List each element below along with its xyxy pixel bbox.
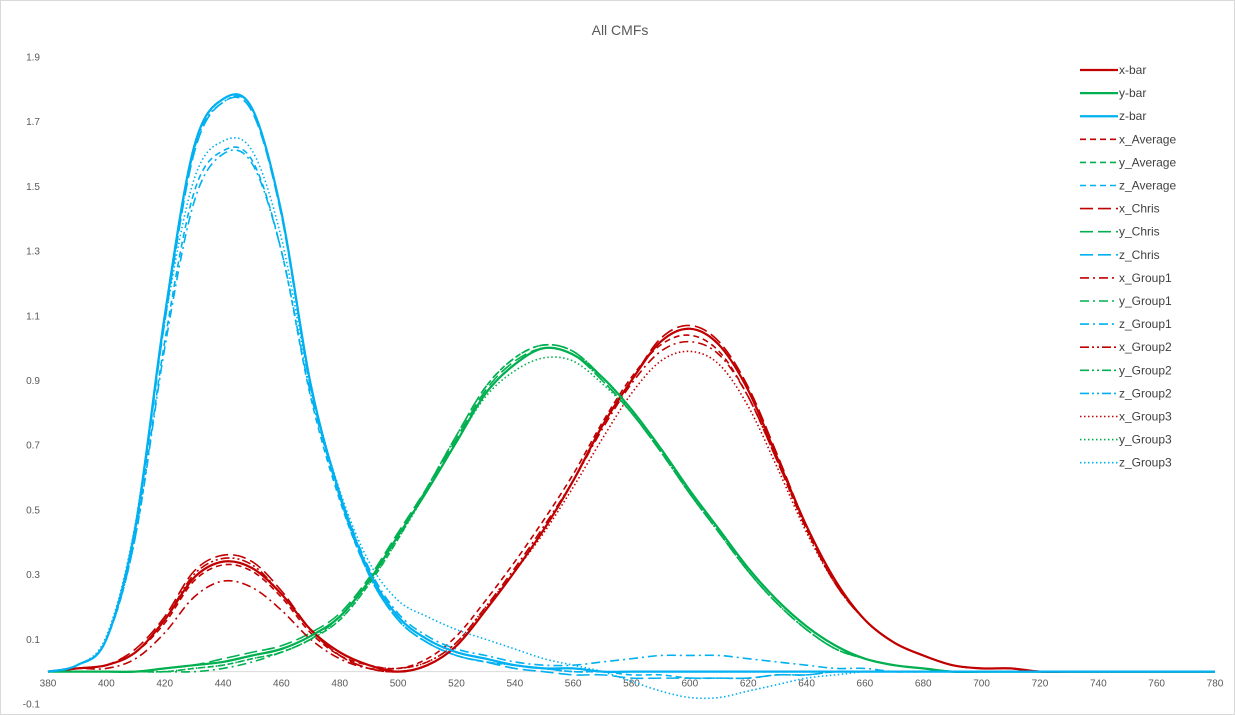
x-tick-label: 660 <box>857 679 874 690</box>
x-axis-ticks: 380 400 420 440 460 480 500 520 540 560 580 600 620 6… <box>40 679 1224 690</box>
x-tick-label: 540 <box>506 679 523 690</box>
x-tick-label: 460 <box>273 679 290 690</box>
x-tick-label: 640 <box>798 679 815 690</box>
x-tick-label: 480 <box>331 679 348 690</box>
series-line-x-average <box>47 334 1215 673</box>
legend-label: z_Average <box>1119 179 1176 193</box>
x-tick-label: 520 <box>448 679 465 690</box>
series-line-y-group2 <box>47 346 1215 673</box>
y-tick-label: 1.3 <box>26 247 40 258</box>
x-tick-label: 400 <box>98 679 115 690</box>
x-tick-label: 620 <box>740 679 757 690</box>
x-tick-label: 720 <box>1032 679 1049 690</box>
y-tick-label: 0.9 <box>26 376 40 387</box>
y-tick-label: 1.7 <box>26 117 40 128</box>
series-line-y-bar <box>47 346 1215 674</box>
legend-label: x_Group2 <box>1119 340 1172 354</box>
legend-label: y_Group2 <box>1119 363 1172 377</box>
y-tick-label: 0.1 <box>26 635 40 646</box>
chart-title: All CMFs <box>592 22 649 38</box>
y-tick-label: 0.7 <box>26 441 40 452</box>
legend-label: y_Group1 <box>1119 294 1172 308</box>
y-tick-label: 1.1 <box>26 311 40 322</box>
series-line-x-group3 <box>47 350 1215 673</box>
x-tick-label: 740 <box>1090 679 1107 690</box>
series-line-z-group3 <box>47 136 1215 700</box>
series-layer <box>47 93 1215 700</box>
series-line-y-average <box>47 343 1215 673</box>
legend-label: z_Group1 <box>1119 317 1172 331</box>
series-line-y-chris <box>47 347 1215 673</box>
legend-label: y-bar <box>1119 86 1146 100</box>
y-tick-label: 0.5 <box>26 505 40 516</box>
x-tick-label: 700 <box>973 679 990 690</box>
series-line-z-chris <box>47 96 1215 680</box>
y-axis-ticks: -0.1 0.1 0.3 0.5 0.7 0.9 1.1 1.3 1.5 1.7 1.9 <box>23 53 41 711</box>
legend-label: y_Group3 <box>1119 433 1172 447</box>
x-tick-label: 500 <box>390 679 407 690</box>
legend-label: z_Group2 <box>1119 386 1172 400</box>
series-line-x-group1 <box>47 340 1215 673</box>
legend-label: x_Chris <box>1119 202 1160 216</box>
series-line-x-bar <box>47 327 1215 674</box>
legend-label: z_Chris <box>1119 248 1160 262</box>
x-tick-label: 580 <box>623 679 640 690</box>
series-line-x-group2 <box>47 327 1215 673</box>
x-tick-label: 600 <box>682 679 699 690</box>
series-line-z-bar <box>47 93 1215 674</box>
legend-label: y_Chris <box>1119 225 1160 239</box>
series-line-y-group3 <box>47 356 1215 673</box>
legend-label: x_Group1 <box>1119 271 1172 285</box>
x-tick-label: 680 <box>915 679 932 690</box>
series-line-z-group2 <box>47 95 1215 673</box>
series-line-y-group1 <box>47 343 1215 673</box>
x-tick-label: 380 <box>40 679 57 690</box>
legend-label: x_Average <box>1119 132 1176 146</box>
x-tick-label: 560 <box>565 679 582 690</box>
legend-label: x_Group3 <box>1119 410 1172 424</box>
y-tick-label: 1.5 <box>26 182 40 193</box>
y-tick-label: 1.9 <box>26 53 40 64</box>
x-tick-label: 420 <box>156 679 173 690</box>
y-tick-label: -0.1 <box>23 700 41 711</box>
y-tick-label: 0.3 <box>26 570 40 581</box>
legend-label: z_Group3 <box>1119 456 1172 470</box>
legend-label: x-bar <box>1119 63 1146 77</box>
x-tick-label: 780 <box>1207 679 1224 690</box>
legend-label: y_Average <box>1119 155 1176 169</box>
x-tick-label: 440 <box>215 679 232 690</box>
x-tick-label: 760 <box>1148 679 1165 690</box>
legend-label: z-bar <box>1119 109 1146 123</box>
legend: x-bar y-bar z-bar x_Average y_Average z_Avera… <box>1080 63 1176 470</box>
